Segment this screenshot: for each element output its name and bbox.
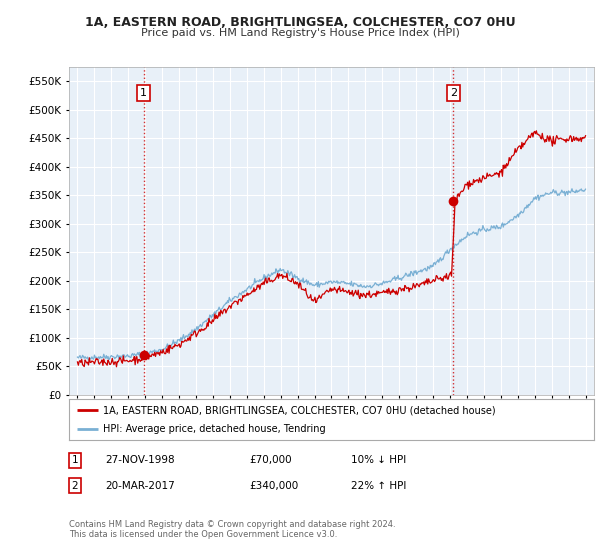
Text: £70,000: £70,000 (249, 455, 292, 465)
Text: Contains HM Land Registry data © Crown copyright and database right 2024.
This d: Contains HM Land Registry data © Crown c… (69, 520, 395, 539)
Text: Price paid vs. HM Land Registry's House Price Index (HPI): Price paid vs. HM Land Registry's House … (140, 28, 460, 38)
Text: HPI: Average price, detached house, Tendring: HPI: Average price, detached house, Tend… (103, 424, 326, 433)
Text: 22% ↑ HPI: 22% ↑ HPI (351, 480, 406, 491)
Text: 2: 2 (450, 88, 457, 98)
Text: 2: 2 (71, 480, 79, 491)
Text: 1A, EASTERN ROAD, BRIGHTLINGSEA, COLCHESTER, CO7 0HU (detached house): 1A, EASTERN ROAD, BRIGHTLINGSEA, COLCHES… (103, 405, 496, 415)
Text: 10% ↓ HPI: 10% ↓ HPI (351, 455, 406, 465)
Text: £340,000: £340,000 (249, 480, 298, 491)
Text: 27-NOV-1998: 27-NOV-1998 (105, 455, 175, 465)
Text: 1: 1 (140, 88, 147, 98)
Text: 20-MAR-2017: 20-MAR-2017 (105, 480, 175, 491)
Text: 1: 1 (71, 455, 79, 465)
Text: 1A, EASTERN ROAD, BRIGHTLINGSEA, COLCHESTER, CO7 0HU: 1A, EASTERN ROAD, BRIGHTLINGSEA, COLCHES… (85, 16, 515, 29)
